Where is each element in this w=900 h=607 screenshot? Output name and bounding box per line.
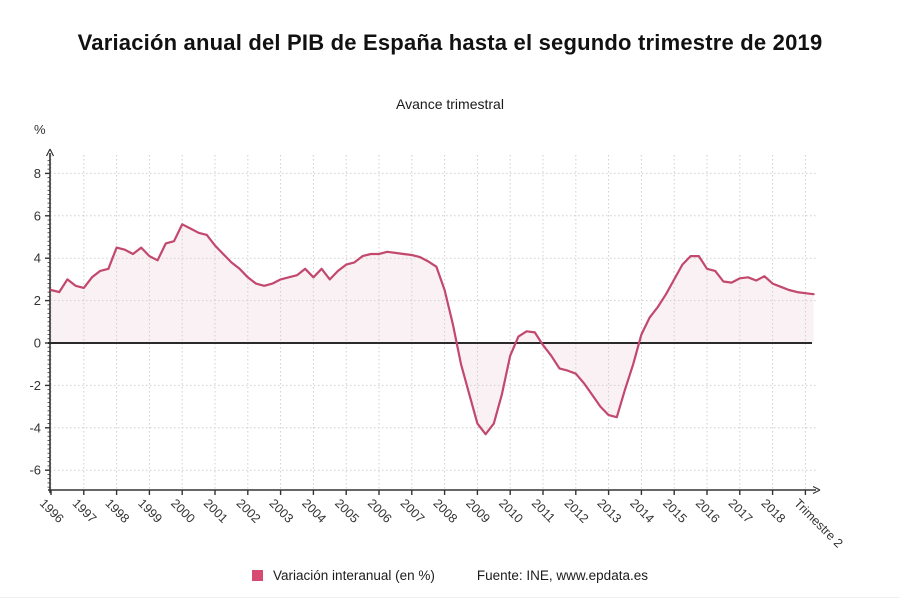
- y-tick-label: 4: [34, 251, 41, 266]
- x-tick-label: 2006: [365, 496, 395, 526]
- x-tick-label: 2017: [726, 496, 756, 526]
- y-axis-unit-label: %: [34, 122, 46, 137]
- x-tick-label: 2005: [332, 496, 362, 526]
- x-tick-label: 2014: [627, 496, 657, 526]
- x-tick-label: 2004: [299, 496, 329, 526]
- x-tick-label: 2009: [463, 496, 493, 526]
- footer-divider: [0, 597, 900, 598]
- x-tick-label: 2002: [234, 496, 264, 526]
- x-tick-label: 2008: [430, 496, 460, 526]
- x-tick-label: 2016: [693, 496, 723, 526]
- chart-title: Variación anual del PIB de España hasta …: [77, 30, 823, 55]
- x-tick-label: 1999: [135, 496, 165, 526]
- series-line: [49, 223, 815, 436]
- x-tick-label: Trimestre 2: [791, 496, 845, 550]
- y-axis-arrow-icon: [45, 148, 55, 157]
- x-tick-label: 2001: [201, 496, 231, 526]
- source-attribution: Fuente: INE, www.epdata.es: [476, 568, 648, 583]
- legend: Variación interanual (en %) Fuente: INE,…: [0, 568, 900, 583]
- x-tick-label: 2000: [168, 496, 198, 526]
- legend-series-label: Variación interanual (en %): [273, 568, 435, 583]
- legend-swatch-icon: [252, 570, 264, 581]
- x-tick-label: 1997: [70, 496, 100, 526]
- y-tick-label: -2: [29, 378, 41, 393]
- x-tick-label: 2015: [660, 496, 690, 526]
- y-tick-label: -4: [29, 420, 41, 435]
- x-tick-label: 1996: [37, 496, 67, 526]
- x-tick-label: 2012: [562, 496, 592, 526]
- x-tick-label: 2018: [758, 496, 788, 526]
- x-tick-label: 2013: [594, 496, 624, 526]
- x-axis-arrow-icon: [812, 485, 821, 495]
- x-tick-label: 2003: [266, 496, 296, 526]
- y-tick-label: 2: [34, 293, 41, 308]
- y-tick-label: 6: [34, 208, 41, 223]
- x-tick-label: 2010: [496, 496, 526, 526]
- y-tick-label: -6: [29, 463, 41, 478]
- y-tick-label: 8: [34, 166, 41, 181]
- y-tick-label: 0: [34, 336, 41, 351]
- area-fill: [50, 224, 814, 435]
- x-tick-label: 2007: [398, 496, 428, 526]
- x-tick-label: 2011: [529, 496, 558, 525]
- chart-subtitle: Avance trimestral: [396, 96, 504, 112]
- x-tick-label: 1998: [102, 496, 132, 526]
